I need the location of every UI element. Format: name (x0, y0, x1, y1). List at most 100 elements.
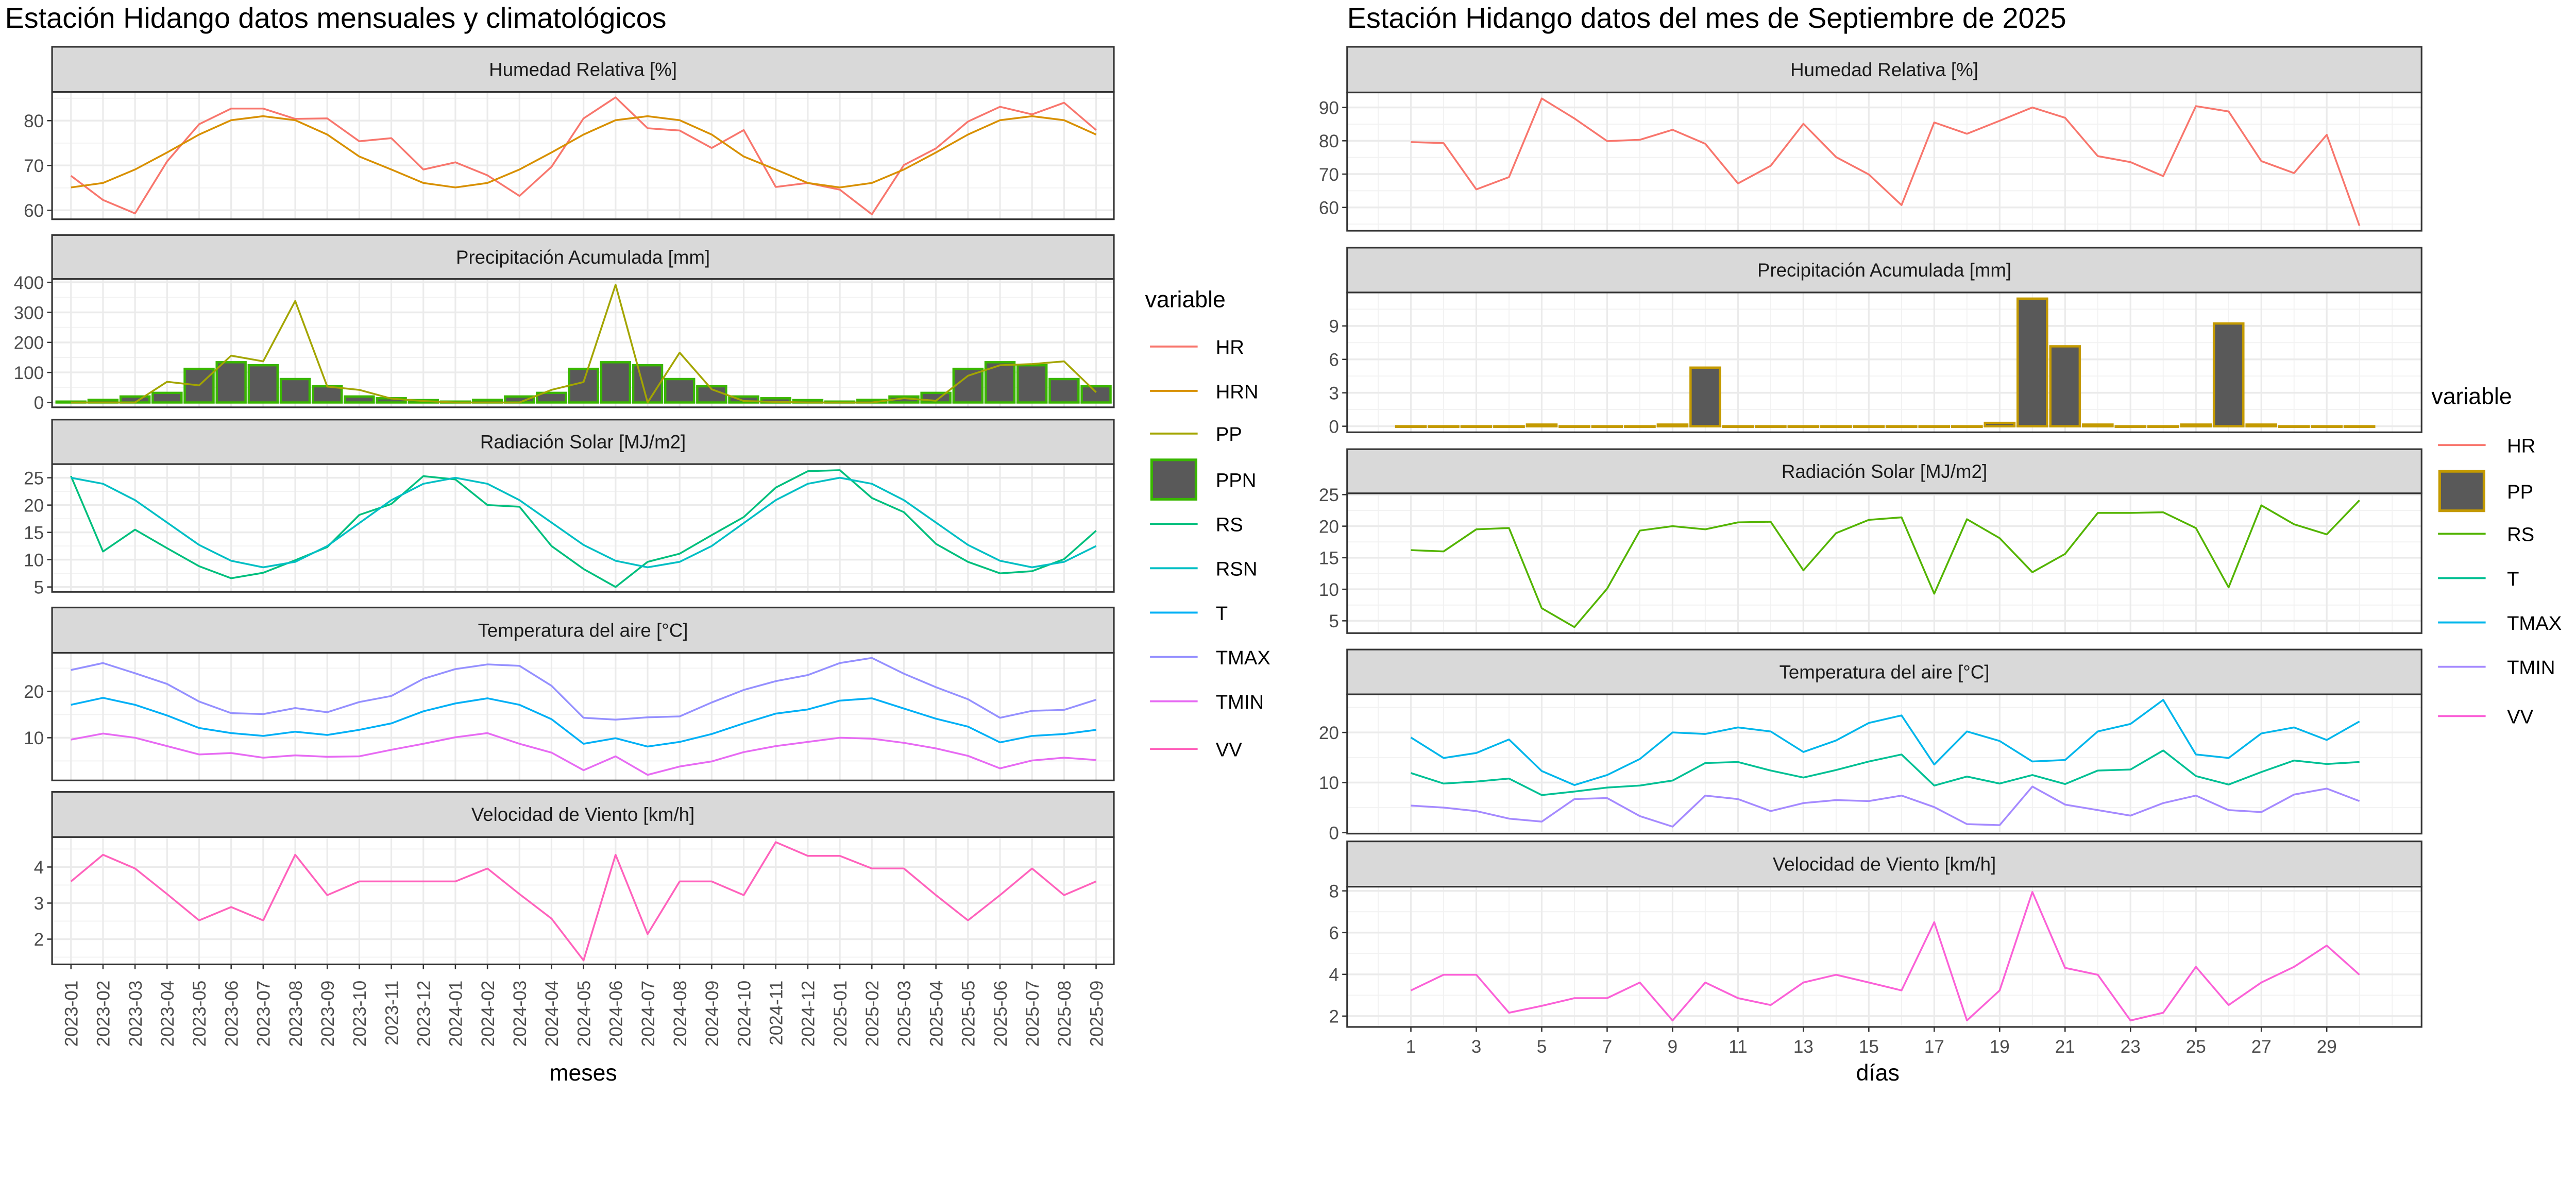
x-tick-label: 23 (2121, 1037, 2141, 1057)
panel-border (1346, 886, 2422, 1028)
ppn-bar (568, 367, 599, 404)
ppn-bar (247, 364, 279, 404)
y-tick-label: 20 (24, 495, 44, 516)
pp-bar (1526, 423, 1558, 427)
pp-bar (2343, 425, 2376, 429)
x-tick-label: 29 (2317, 1037, 2337, 1057)
x-tick-label: 2024-12 (799, 981, 819, 1047)
y-tick-label: 20 (1319, 517, 1339, 537)
pp-bar (1395, 425, 1427, 429)
panel-title: Radiación Solar [MJ/m2] (1782, 461, 1987, 482)
rs-line (1411, 500, 2360, 628)
tmin-line (1411, 785, 2360, 828)
pp-bar (2147, 425, 2179, 429)
plot-area (1347, 292, 2422, 433)
pp-bar (2311, 425, 2343, 429)
ppn-bar (344, 395, 375, 404)
y-tick-label: 20 (24, 682, 44, 702)
x-tick-label: 2024-04 (542, 981, 562, 1047)
x-tick-label: 2025-05 (959, 981, 979, 1047)
ppn-bar (1016, 364, 1048, 404)
panel-title: Humedad Relativa [%] (489, 59, 677, 80)
legend-item-pp: PP (1150, 423, 1242, 446)
y-tick-label: 2 (34, 930, 44, 950)
pp-bar (1722, 425, 1754, 429)
y-tick-label: 300 (14, 303, 44, 323)
x-tick-label: 2023-03 (126, 981, 146, 1047)
x-tick-label: 2024-03 (510, 981, 530, 1047)
x-tick-label: 3 (1471, 1037, 1482, 1057)
x-tick-label: 2023-11 (382, 981, 402, 1046)
panel-title: Velocidad de Viento [km/h] (1773, 853, 1996, 875)
x-tick-label: 27 (2251, 1037, 2272, 1057)
y-tick-label: 80 (24, 111, 44, 131)
plot-content (1347, 694, 2422, 834)
ppn-bar (151, 391, 183, 404)
tmax-line (71, 657, 1097, 721)
x-tick-label: 2025-01 (831, 981, 851, 1047)
pp-line (71, 284, 1097, 404)
legend-item-ppn: PPN (1150, 458, 1256, 501)
pp-bar (2245, 423, 2278, 427)
panel-title: Precipitación Acumulada [mm] (1757, 260, 2011, 281)
pp-bar (1460, 425, 1493, 429)
legend-label: VV (1216, 739, 1243, 761)
panel-border (51, 278, 1115, 408)
rsn-line (71, 476, 1097, 569)
t-line (1410, 749, 2360, 796)
ppn-bar (215, 361, 247, 404)
x-tick-label: 9 (1668, 1037, 1678, 1057)
y-tick-label: 15 (1319, 549, 1339, 569)
pp-bar (2180, 423, 2212, 427)
legend-label: TMAX (1216, 647, 1270, 669)
panel-border (1346, 292, 2422, 433)
x-tick-label: 2023-08 (286, 981, 306, 1047)
x-tick-label: 7 (1602, 1037, 1613, 1057)
ppn-bar (632, 364, 664, 404)
pp-bar (1591, 425, 1623, 429)
y-tick-label: 70 (24, 156, 44, 176)
y-tick-label: 5 (1329, 611, 1339, 631)
y-tick-label: 0 (34, 393, 44, 413)
y-tick-label: 25 (1319, 485, 1339, 505)
legend-title: variable (1145, 287, 1226, 312)
hr-line (70, 96, 1097, 215)
x-tick-label: 2023-02 (94, 981, 114, 1047)
panel-border (51, 463, 1115, 593)
y-tick-label: 10 (24, 728, 44, 748)
legend-label: TMAX (2507, 612, 2562, 635)
legend-item-tmax: TMAX (2438, 612, 2562, 635)
pp-bar (2212, 322, 2245, 427)
legend-label: HR (1216, 336, 1244, 358)
y-tick-label: 90 (1319, 98, 1339, 118)
pp-bar (2049, 345, 2081, 427)
x-tick-label: 2023-06 (222, 981, 242, 1047)
legend-item-rs: RS (1150, 514, 1243, 536)
x-tick-label: 11 (1728, 1037, 1747, 1057)
x-tick-label: 2024-02 (478, 981, 498, 1047)
panel-strip (1346, 448, 2422, 494)
legend-item-tmin: TMIN (1150, 691, 1264, 713)
legend-item-tmax: TMAX (1150, 647, 1270, 669)
pp-bar (1918, 425, 1951, 429)
y-tick-label: 20 (1319, 723, 1339, 743)
plot-content (52, 653, 1114, 781)
y-tick-label: 3 (34, 894, 44, 914)
y-tick-label: 200 (14, 333, 44, 353)
pp-bar (2114, 425, 2147, 429)
x-tick-label: 2025-09 (1087, 981, 1107, 1047)
legend-item-hr: HR (1150, 336, 1244, 358)
y-tick-label: 5 (34, 577, 44, 597)
x-tick-label: 17 (1924, 1037, 1944, 1057)
y-tick-label: 60 (24, 201, 44, 221)
y-tick-label: 25 (24, 468, 44, 488)
plot-area (1347, 886, 2422, 1027)
legend-label: VV (2507, 706, 2534, 728)
pp-bar (1624, 425, 1656, 429)
panel-border (1346, 91, 2422, 232)
pp-bar (1656, 423, 1689, 427)
y-tick-label: 10 (1319, 773, 1339, 793)
x-tick-label: 2023-05 (190, 981, 210, 1047)
pp-bar (1493, 425, 1525, 429)
x-tick-label: 2024-07 (638, 981, 658, 1047)
